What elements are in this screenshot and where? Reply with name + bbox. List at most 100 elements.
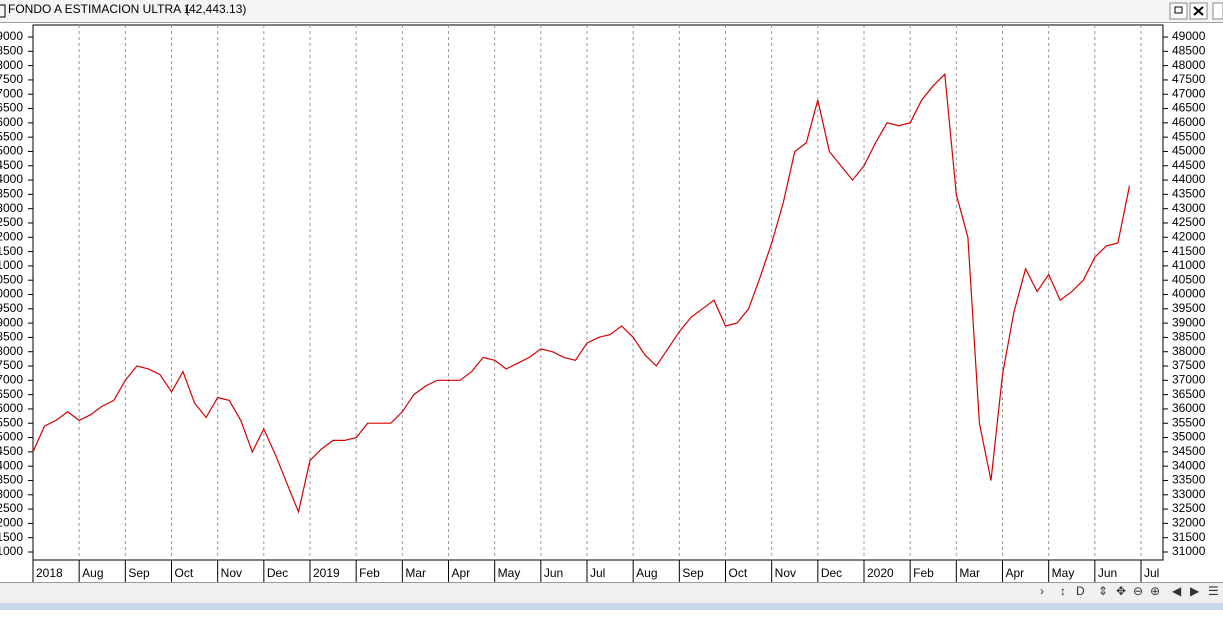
y-tick-label-left: 34000 bbox=[0, 458, 23, 472]
x-tick-label: 2020 bbox=[867, 566, 894, 580]
y-tick-label: 36500 bbox=[1172, 387, 1206, 401]
y-tick-label-left: 36500 bbox=[0, 387, 23, 401]
y-tick-label-left: 48000 bbox=[0, 58, 23, 72]
y-tick-label: 37500 bbox=[1172, 358, 1206, 372]
y-tick-label-left: 44500 bbox=[0, 158, 23, 172]
y-tick-label-left: 46500 bbox=[0, 101, 23, 115]
x-tick-label: Sep bbox=[682, 566, 704, 580]
x-tick-label: Oct bbox=[729, 566, 748, 580]
x-tick-label: May bbox=[498, 566, 521, 580]
y-tick-label: 40500 bbox=[1172, 272, 1206, 286]
toolbar-icon[interactable]: ⊕ bbox=[1150, 584, 1160, 598]
y-tick-label: 38000 bbox=[1172, 344, 1206, 358]
y-tick-label-left: 37500 bbox=[0, 358, 23, 372]
y-tick-label: 31500 bbox=[1172, 530, 1206, 544]
y-tick-label-left: 46000 bbox=[0, 115, 23, 129]
y-tick-label: 39000 bbox=[1172, 315, 1206, 329]
y-tick-label: 35500 bbox=[1172, 415, 1206, 429]
y-tick-label-left: 37000 bbox=[0, 373, 23, 387]
x-tick-label: Mar bbox=[405, 566, 426, 580]
toolbar-icon[interactable]: ☰ bbox=[1208, 584, 1219, 598]
x-tick-label: May bbox=[1052, 566, 1075, 580]
toolbar-icon[interactable]: › bbox=[1040, 584, 1044, 598]
x-tick-label: Feb bbox=[913, 566, 934, 580]
close-icon bbox=[1193, 6, 1204, 16]
y-tick-label: 37000 bbox=[1172, 373, 1206, 387]
y-tick-label: 45500 bbox=[1172, 129, 1206, 143]
y-tick-label: 46500 bbox=[1172, 101, 1206, 115]
x-tick-label: Dec bbox=[267, 566, 288, 580]
toolbar-icon[interactable]: ◀ bbox=[1172, 584, 1182, 598]
y-tick-label-left: 35500 bbox=[0, 415, 23, 429]
x-tick-label: 2018 bbox=[36, 566, 63, 580]
x-tick-label: Jul bbox=[590, 566, 605, 580]
y-tick-label-left: 45000 bbox=[0, 144, 23, 158]
y-tick-label: 44000 bbox=[1172, 172, 1206, 186]
y-tick-label: 33500 bbox=[1172, 473, 1206, 487]
plot-frame bbox=[32, 24, 1164, 561]
y-tick-label-left: 31000 bbox=[0, 544, 23, 558]
y-tick-label-left: 33500 bbox=[0, 473, 23, 487]
y-tick-label-left: 48500 bbox=[0, 43, 23, 57]
x-tick-label: Nov bbox=[775, 566, 796, 580]
x-tick-label: Apr bbox=[452, 566, 471, 580]
x-tick-label: Apr bbox=[1006, 566, 1025, 580]
y-tick-label-left: 49000 bbox=[0, 29, 23, 43]
y-tick-label-left: 44000 bbox=[0, 172, 23, 186]
y-tick-label-left: 33000 bbox=[0, 487, 23, 501]
y-tick-label-left: 42000 bbox=[0, 229, 23, 243]
toolbar-icon[interactable]: D bbox=[1076, 584, 1085, 598]
y-tick-label: 43000 bbox=[1172, 201, 1206, 215]
chart-title: FONDO A ESTIMACION ULTRA 1 bbox=[8, 2, 191, 16]
toolbar-icon[interactable]: ⇕ bbox=[1098, 584, 1108, 598]
y-tick-label: 39500 bbox=[1172, 301, 1206, 315]
x-tick-label: Dec bbox=[821, 566, 842, 580]
y-tick-label: 36000 bbox=[1172, 401, 1206, 415]
y-tick-label: 44500 bbox=[1172, 158, 1206, 172]
y-tick-label: 47500 bbox=[1172, 72, 1206, 86]
y-tick-label-left: 45500 bbox=[0, 129, 23, 143]
y-tick-label: 47000 bbox=[1172, 86, 1206, 100]
x-tick-label: Aug bbox=[636, 566, 657, 580]
y-tick-label-left: 38500 bbox=[0, 330, 23, 344]
y-tick-label: 48500 bbox=[1172, 43, 1206, 57]
toolbar-icon[interactable]: ✥ bbox=[1116, 584, 1126, 598]
toolbar-icon[interactable]: ↕ bbox=[1060, 584, 1066, 598]
price-line bbox=[32, 72, 1131, 514]
y-tick-label: 42500 bbox=[1172, 215, 1206, 229]
y-tick-label-left: 47500 bbox=[0, 72, 23, 86]
y-tick-label: 48000 bbox=[1172, 58, 1206, 72]
toolbar bbox=[0, 583, 1223, 603]
x-tick-label: Jun bbox=[544, 566, 563, 580]
y-tick-label: 42000 bbox=[1172, 229, 1206, 243]
y-tick-label-left: 43500 bbox=[0, 187, 23, 201]
y-tick-label-left: 39500 bbox=[0, 301, 23, 315]
y-tick-label-left: 31500 bbox=[0, 530, 23, 544]
y-tick-label-left: 38000 bbox=[0, 344, 23, 358]
x-tick-label: Nov bbox=[221, 566, 242, 580]
restore-button[interactable] bbox=[1169, 2, 1188, 20]
y-tick-label: 45000 bbox=[1172, 144, 1206, 158]
y-tick-label-left: 32000 bbox=[0, 516, 23, 530]
toolbar-icon[interactable]: ⊖ bbox=[1133, 584, 1143, 598]
y-tick-label-left: 36000 bbox=[0, 401, 23, 415]
scroll-edge bbox=[1212, 2, 1223, 20]
y-tick-label: 46000 bbox=[1172, 115, 1206, 129]
y-tick-label: 31000 bbox=[1172, 544, 1206, 558]
x-tick-label: Oct bbox=[175, 566, 194, 580]
y-tick-label: 43500 bbox=[1172, 187, 1206, 201]
y-tick-label-left: 43000 bbox=[0, 201, 23, 215]
y-tick-label-left: 41500 bbox=[0, 244, 23, 258]
y-tick-label: 41000 bbox=[1172, 258, 1206, 272]
y-tick-label-left: 32500 bbox=[0, 501, 23, 515]
x-tick-label: Jul bbox=[1144, 566, 1159, 580]
y-tick-label-left: 47000 bbox=[0, 86, 23, 100]
x-tick-label: Mar bbox=[959, 566, 980, 580]
y-tick-label-left: 41000 bbox=[0, 258, 23, 272]
y-tick-label-left: 39000 bbox=[0, 315, 23, 329]
toolbar-icon[interactable]: ▶ bbox=[1190, 584, 1200, 598]
x-tick-label: 2019 bbox=[313, 566, 340, 580]
left-axis: 3100031500320003250033000335003400034500… bbox=[0, 29, 23, 558]
y-tick-label: 40000 bbox=[1172, 287, 1206, 301]
x-tick-label: Feb bbox=[359, 566, 380, 580]
